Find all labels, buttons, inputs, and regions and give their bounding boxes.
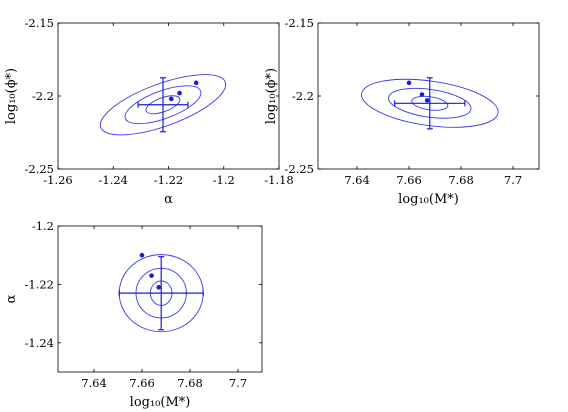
y-tick-label: -1.22: [25, 277, 55, 291]
error-bar: [118, 256, 204, 331]
data-point: [168, 96, 174, 102]
plot-frame: [57, 225, 263, 373]
y-tick-label: -1.2: [32, 219, 54, 233]
data-point: [156, 285, 162, 290]
y-tick-label: -2.25: [25, 162, 55, 176]
x-tick-label: 7.68: [448, 173, 474, 187]
y-axis-label: log₁₀(ϕ*): [4, 68, 19, 124]
data-point: [139, 252, 145, 258]
data-point: [177, 90, 182, 96]
chart-panel-1: -1.26 -1.24 -1.22 -1.2 -1.18 -2.15 -2.2 -2.25 α l…: [4, 16, 294, 207]
contour-level-2: [388, 87, 472, 119]
contour-level-1: [145, 95, 181, 115]
y-tick-label: -2.25: [285, 162, 315, 176]
x-tick-label: 7.7: [229, 376, 247, 390]
data-point: [149, 273, 154, 278]
chart-panel-3: 7.64 7.66 7.68 7.7 -1.2 -1.22 -1.24 log₁₀(M*) α: [4, 219, 263, 410]
data-point: [406, 80, 412, 86]
chart-panel-2: 7.64 7.66 7.68 7.7 -2.15 -2.2 -2.25 log₁₀(M*) lo…: [264, 16, 540, 207]
x-tick-label: -1.24: [99, 173, 129, 187]
plot-frame: [317, 22, 540, 170]
y-tick-label: -1.24: [25, 336, 55, 350]
x-axis-label: log₁₀(M*): [398, 192, 459, 207]
x-tick-label: 7.64: [81, 376, 107, 390]
x-axis-label: α: [164, 192, 173, 207]
x-tick-label: 7.66: [129, 376, 155, 390]
data-point: [424, 98, 430, 103]
y-tick-label: -2.15: [285, 16, 315, 30]
y-tick-label: -2.2: [292, 89, 314, 103]
x-tick-label: -1.18: [264, 173, 294, 187]
x-tick-label: 7.7: [504, 173, 522, 187]
x-axis-label: log₁₀(M*): [130, 395, 191, 410]
y-tick-label: -2.2: [32, 89, 54, 103]
x-tick-label: -1.26: [43, 173, 73, 187]
x-tick-label: 7.66: [396, 173, 422, 187]
y-tick-label: -2.15: [25, 16, 55, 30]
x-tick-label: 7.68: [177, 376, 203, 390]
x-tick-label: -1.22: [154, 173, 184, 187]
contour-level-1: [411, 95, 449, 111]
x-tick-label: 7.64: [344, 173, 370, 187]
data-point: [419, 92, 425, 97]
contour-level-3: [361, 78, 499, 128]
x-tick-label: -1.2: [213, 173, 235, 187]
contour-level-3: [99, 74, 227, 136]
data-point: [193, 80, 199, 86]
y-axis-label: α: [4, 294, 19, 303]
error-bar: [137, 77, 189, 133]
y-axis-label: log₁₀(ϕ*): [264, 68, 279, 124]
contour-level-2: [124, 85, 202, 125]
error-bar: [394, 77, 466, 130]
